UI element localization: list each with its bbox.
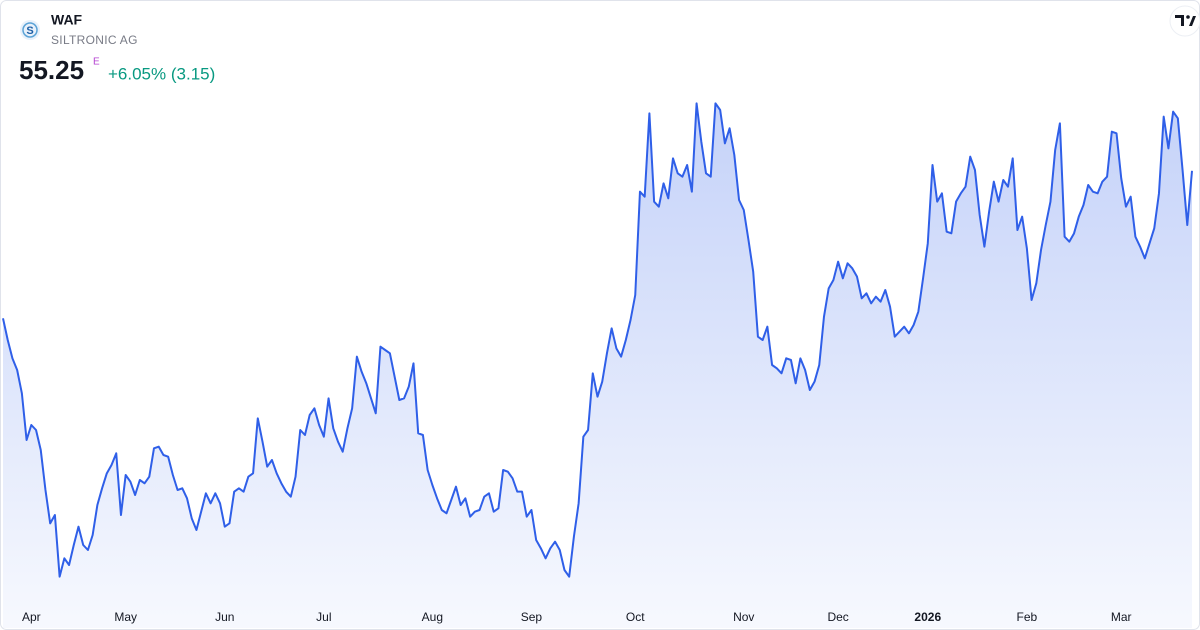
x-tick-label: Oct [626, 610, 645, 624]
x-tick-label: Jun [215, 610, 234, 624]
plot [2, 102, 1193, 628]
price: 55.25 [19, 55, 84, 85]
x-tick-label: Dec [827, 610, 848, 624]
company: SILTRONIC AG [51, 33, 138, 47]
x-tick-label: Feb [1017, 610, 1038, 624]
x-tick-label: Jul [316, 610, 331, 624]
area-fill [3, 103, 1192, 628]
svg-text:S: S [26, 25, 33, 37]
x-tick-label: Aug [422, 610, 443, 624]
x-tick-label: 2026 [914, 610, 941, 624]
x-tick-label: May [114, 610, 137, 624]
price-flag: E [93, 57, 100, 68]
price-line [2, 102, 1193, 578]
x-tick-label: Nov [733, 610, 754, 624]
x-tick-label: Apr [22, 610, 41, 624]
brand-logo [1169, 5, 1200, 37]
x-tick-label: Mar [1111, 610, 1132, 624]
symbol: WAF [51, 12, 83, 28]
x-tick-label: Sep [521, 610, 543, 624]
logo: S [20, 20, 40, 40]
change: +6.05% (3.15) [108, 64, 215, 83]
